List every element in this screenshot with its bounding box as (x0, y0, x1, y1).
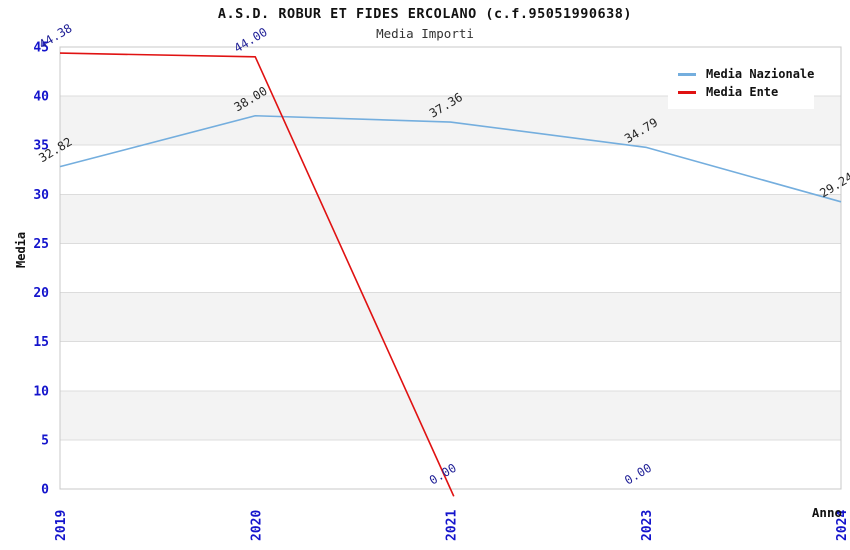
y-tick-label: 45 (33, 41, 49, 56)
plot-band (60, 390, 841, 440)
y-tick-label: 40 (33, 90, 49, 105)
y-tick-label: 5 (41, 433, 49, 448)
chart-title: A.S.D. ROBUR ET FIDES ERCOLANO (c.f.9505… (217, 6, 633, 22)
point-label: 0.00 (622, 461, 654, 488)
y-tick-label: 25 (33, 237, 49, 252)
legend-label-media-nazionale: Media Nazionale (706, 67, 815, 81)
plot-band (60, 194, 841, 244)
legend-label-media-ente: Media Ente (706, 85, 779, 99)
y-tick-label: 35 (33, 139, 49, 154)
y-tick-label: 10 (33, 384, 49, 399)
chart-subtitle: Media Importi (376, 26, 474, 41)
x-tick-label: 2024 (835, 510, 850, 541)
plot-band (60, 292, 841, 342)
legend-swatch-media-ente (678, 90, 696, 94)
x-tick-label: 2023 (640, 510, 655, 541)
point-label: 0.00 (427, 461, 459, 488)
legend-item-media-nazionale: Media Nazionale (678, 65, 814, 83)
y-axis-title: Media (14, 231, 28, 268)
series-line (59, 52, 455, 497)
y-tick-label: 15 (33, 335, 49, 350)
x-tick-label: 2020 (249, 510, 264, 541)
series-line (59, 114, 842, 203)
legend-item-media-ente: Media Ente (678, 83, 804, 101)
legend-swatch-media-nazionale (678, 72, 696, 76)
x-axis-title: Anno (811, 505, 842, 520)
legend: Media Nazionale Media Ente (668, 57, 814, 109)
y-tick-label: 0 (41, 483, 49, 498)
y-tick-label: 20 (33, 286, 49, 301)
x-tick-label: 2021 (445, 510, 460, 541)
y-tick-label: 30 (33, 188, 49, 203)
x-tick-label: 2019 (54, 510, 69, 541)
